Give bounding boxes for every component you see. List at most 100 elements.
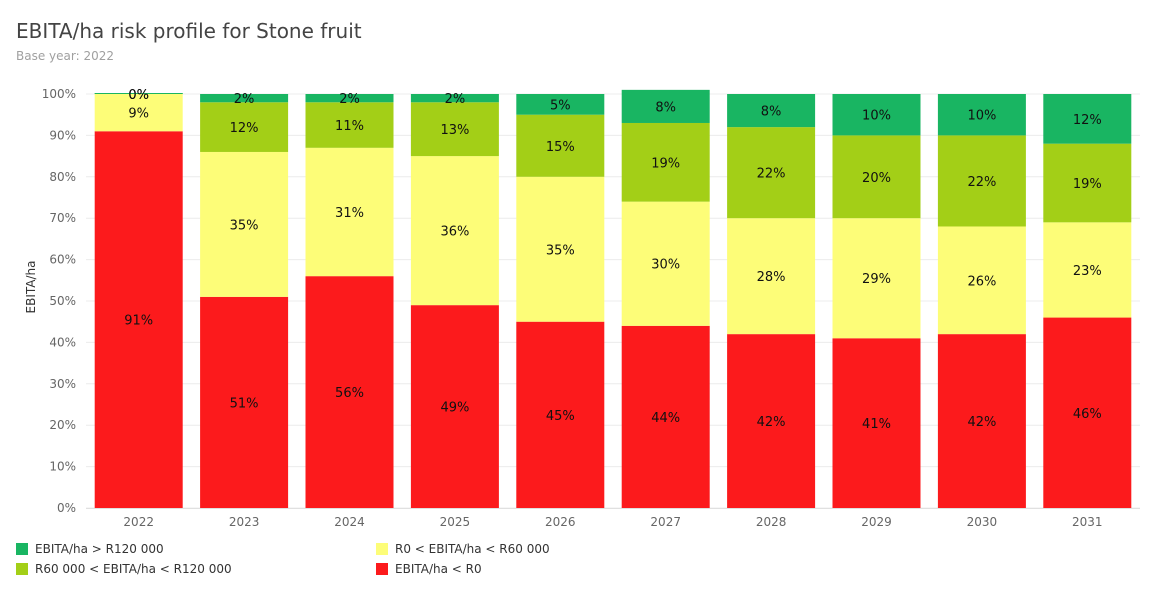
y-tick-label: 40% <box>49 335 76 349</box>
data-label: 13% <box>440 123 469 138</box>
bar-segment <box>621 122 710 202</box>
bar-segment <box>1043 222 1132 318</box>
bar-segment <box>94 94 183 132</box>
y-tick-label: 50% <box>49 294 76 308</box>
bar-segment <box>94 93 183 94</box>
y-axis-title: EBITA/ha <box>24 261 38 314</box>
legend-swatch <box>376 543 388 555</box>
bar-segment <box>937 135 1026 227</box>
legend-label: R60 000 < EBITA/ha < R120 000 <box>35 562 232 576</box>
x-tick-label: 2023 <box>229 515 260 529</box>
data-label: 42% <box>967 415 996 430</box>
data-label: 8% <box>655 100 676 115</box>
legend-label: R0 < EBITA/ha < R60 000 <box>395 542 550 556</box>
x-tick-label: 2025 <box>440 515 471 529</box>
x-tick-label: 2027 <box>650 515 681 529</box>
legend-item[interactable]: EBITA/ha < R0 <box>376 562 482 576</box>
bar-segment <box>727 334 816 508</box>
data-label: 51% <box>230 396 259 411</box>
x-tick-label: 2022 <box>123 515 154 529</box>
data-label: 36% <box>440 225 469 240</box>
bar-segment <box>727 94 816 128</box>
y-tick-label: 90% <box>49 128 76 142</box>
data-label: 12% <box>230 121 259 136</box>
data-label: 29% <box>862 272 891 287</box>
data-label: 22% <box>757 167 786 182</box>
bar-segment <box>516 176 605 322</box>
x-tick-label: 2031 <box>1072 515 1103 529</box>
bar-segment <box>937 334 1026 508</box>
data-label: 41% <box>862 417 891 432</box>
y-tick-label: 10% <box>49 460 76 474</box>
bar-segment <box>410 156 499 306</box>
bar-segment <box>94 131 183 508</box>
y-tick-label: 100% <box>42 87 76 101</box>
data-label: 23% <box>1073 264 1102 279</box>
data-label: 2% <box>339 92 360 107</box>
bar-segment <box>937 226 1026 335</box>
bar-segment <box>1043 143 1132 223</box>
bar-segment <box>305 94 394 103</box>
data-label: 11% <box>335 119 364 134</box>
data-label: 12% <box>1073 113 1102 128</box>
legend-item[interactable]: R0 < EBITA/ha < R60 000 <box>376 542 550 556</box>
bar-segment <box>832 135 921 219</box>
data-label: 2% <box>234 92 255 107</box>
x-tick-label: 2026 <box>545 515 576 529</box>
y-tick-label: 20% <box>49 418 76 432</box>
data-label: 49% <box>440 401 469 416</box>
y-tick-label: 70% <box>49 211 76 225</box>
x-tick-label: 2024 <box>334 515 365 529</box>
data-label: 10% <box>862 109 891 124</box>
bar-segment <box>516 94 605 115</box>
bar-segment <box>305 102 394 148</box>
legend-label: EBITA/ha > R120 000 <box>35 542 164 556</box>
bar-segment <box>200 102 289 152</box>
y-tick-label: 80% <box>49 170 76 184</box>
legend-swatch <box>16 563 28 575</box>
x-tick-label: 2029 <box>861 515 892 529</box>
data-label: 10% <box>967 109 996 124</box>
data-label: 2% <box>445 92 466 107</box>
data-label: 46% <box>1073 407 1102 422</box>
data-label: 26% <box>967 274 996 289</box>
bar-segment <box>410 305 499 508</box>
data-label: 0% <box>128 88 149 103</box>
data-label: 15% <box>546 140 575 155</box>
data-label: 31% <box>335 206 364 221</box>
bar-segment <box>832 218 921 339</box>
bar-segment <box>305 276 394 508</box>
bar-segment <box>832 338 921 508</box>
chart-subtitle: Base year: 2022 <box>16 49 114 63</box>
bar-segment <box>832 94 921 136</box>
bar-segment <box>410 102 499 157</box>
bar-segment <box>727 218 816 335</box>
bar-segment <box>937 94 1026 136</box>
bar-segment <box>305 147 394 277</box>
legend-item[interactable]: R60 000 < EBITA/ha < R120 000 <box>16 562 232 576</box>
data-label: 20% <box>862 171 891 186</box>
data-label: 8% <box>761 105 782 120</box>
bar-segment <box>200 94 289 103</box>
data-label: 19% <box>651 156 680 171</box>
bar-segment <box>516 321 605 508</box>
data-label: 42% <box>757 415 786 430</box>
data-label: 35% <box>546 243 575 258</box>
bar-segment <box>1043 94 1132 144</box>
data-label: 91% <box>124 314 153 329</box>
data-label: 0% <box>128 88 149 103</box>
x-tick-label: 2028 <box>756 515 787 529</box>
data-label: 56% <box>335 386 364 401</box>
data-label: 44% <box>651 411 680 426</box>
legend-item[interactable]: EBITA/ha > R120 000 <box>16 542 164 556</box>
data-label: 45% <box>546 409 575 424</box>
bar-segment <box>1043 317 1132 508</box>
bar-segment <box>621 325 710 508</box>
data-label: 28% <box>757 270 786 285</box>
y-tick-label: 30% <box>49 377 76 391</box>
legend-swatch <box>376 563 388 575</box>
legend-swatch <box>16 543 28 555</box>
bar-segment <box>410 94 499 103</box>
data-label: 19% <box>1073 177 1102 192</box>
bar-segment <box>621 201 710 326</box>
